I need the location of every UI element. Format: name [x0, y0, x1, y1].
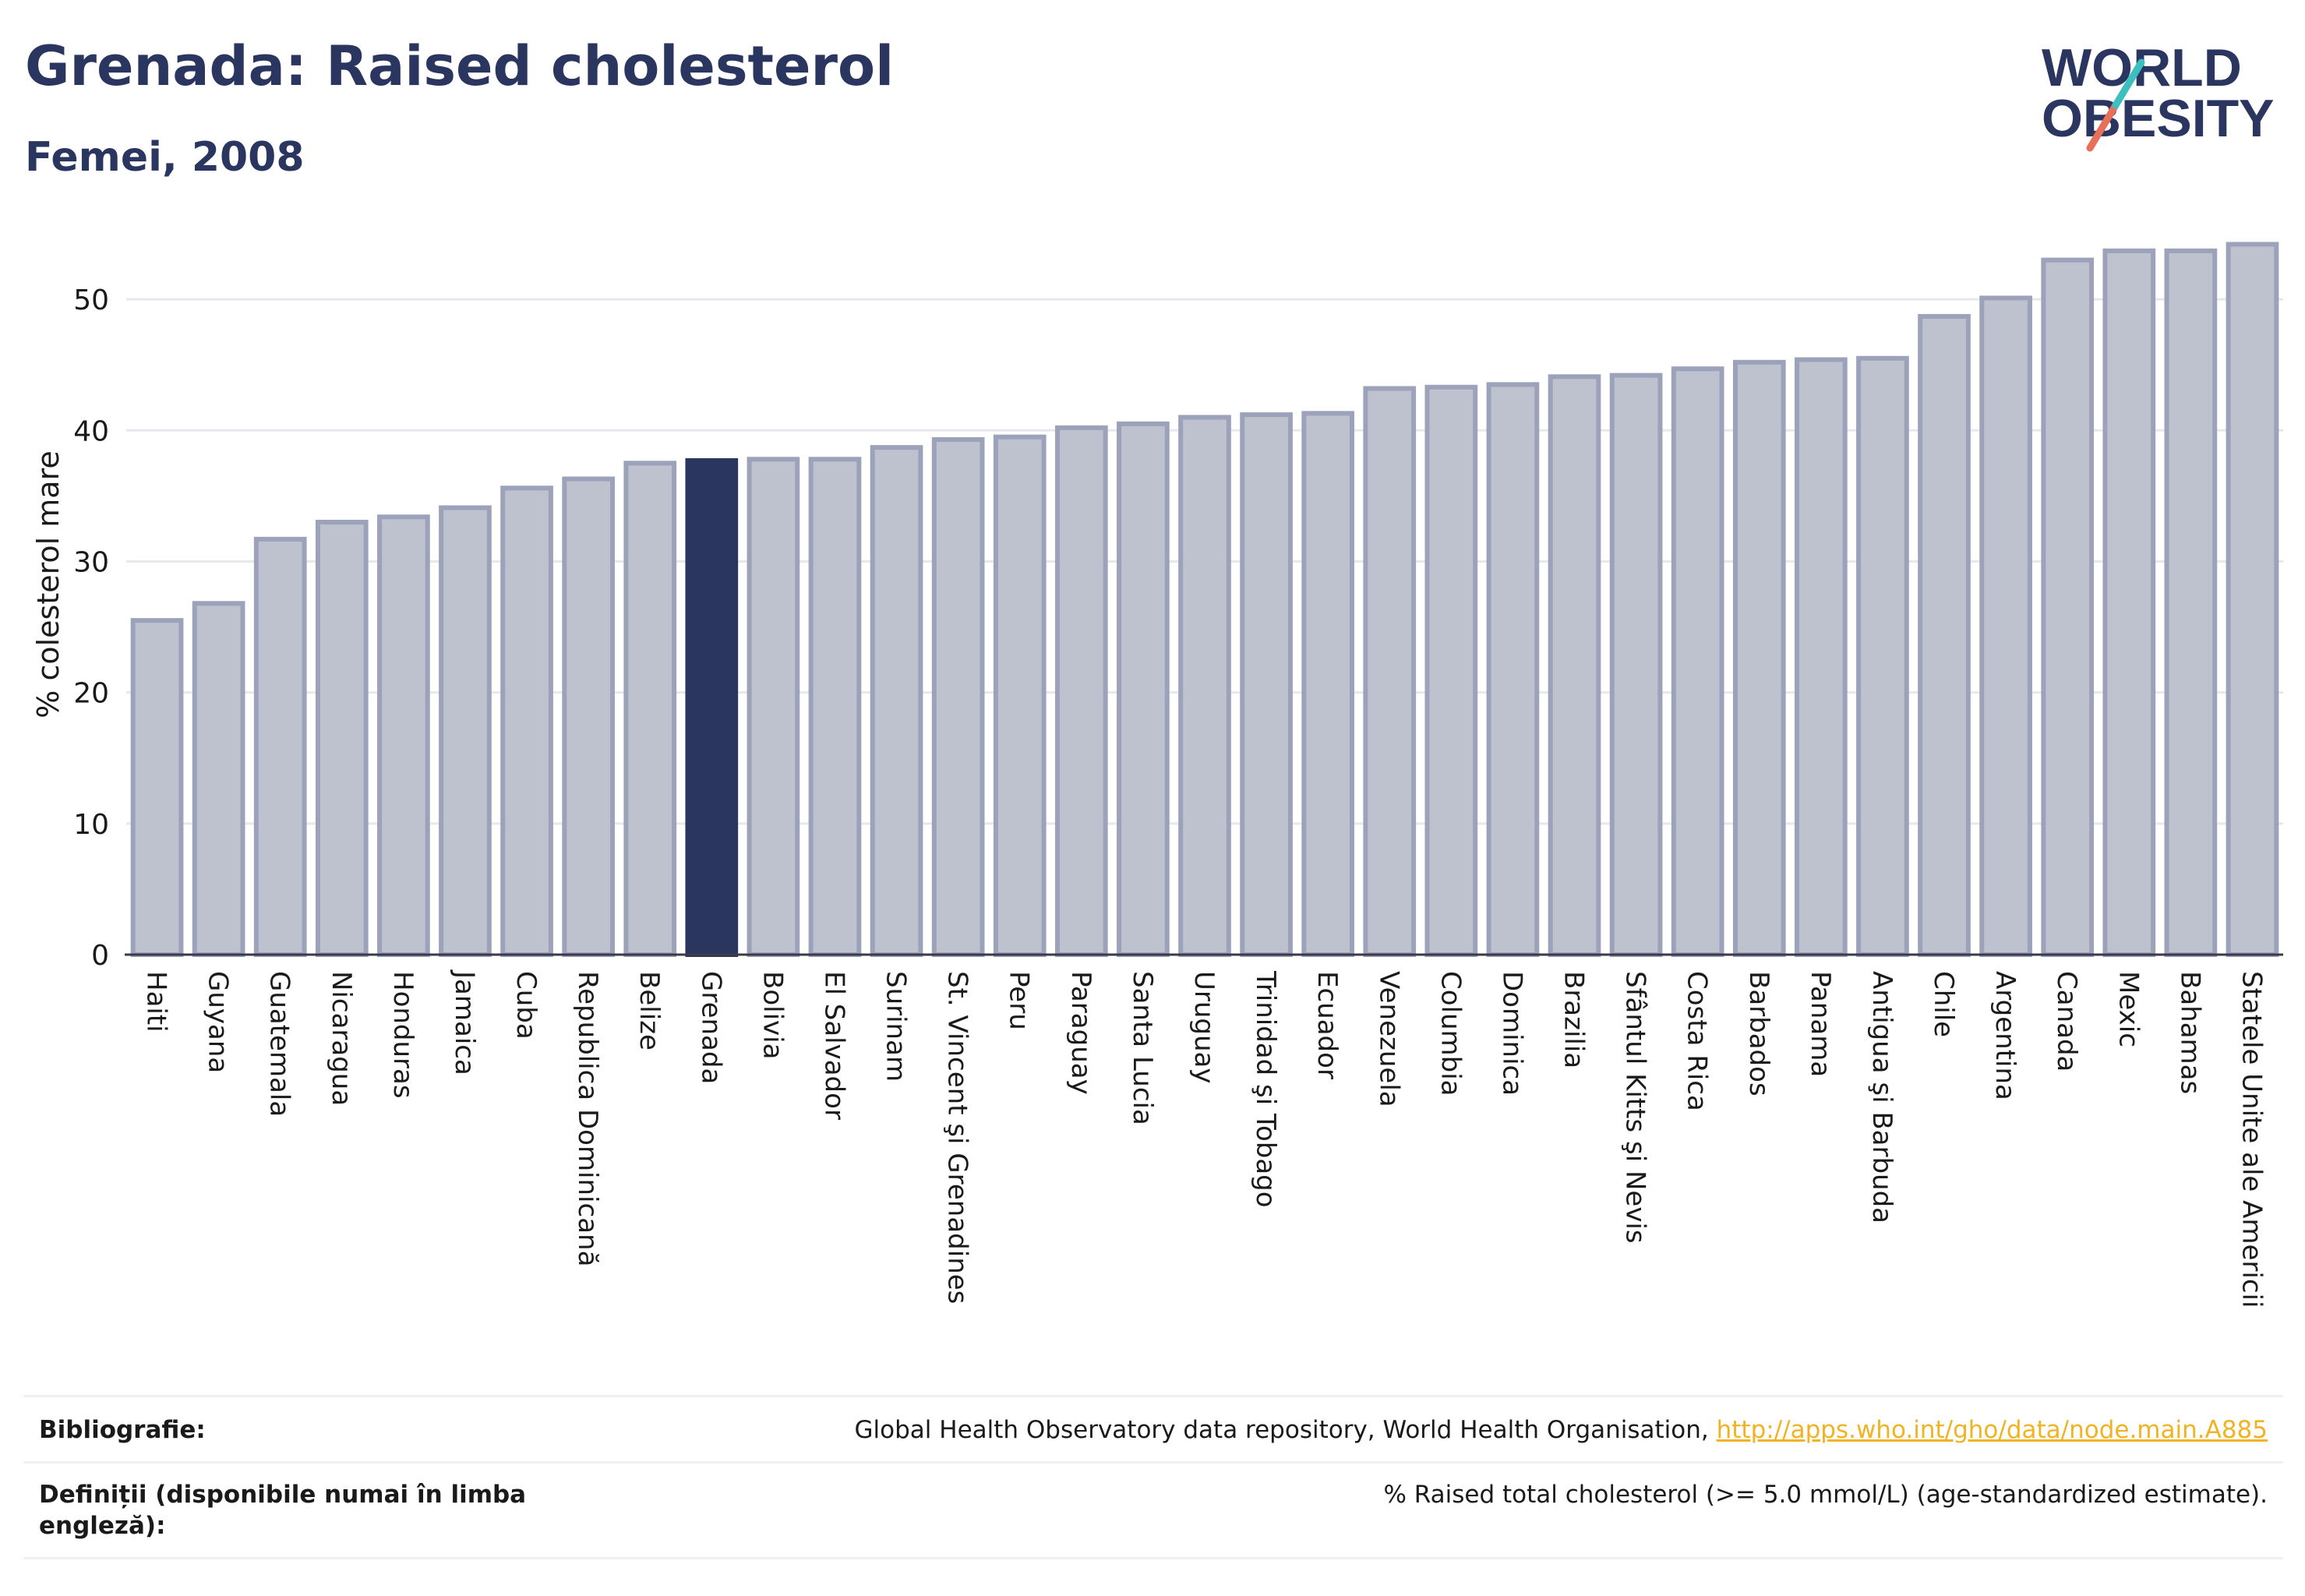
- bar: [1609, 373, 1663, 957]
- bibliography-value: Global Health Observatory data repositor…: [855, 1414, 2268, 1446]
- definitions-label-line1: Definiții (disponibile numai în limba: [39, 1481, 527, 1509]
- x-tick-label: Belize: [634, 971, 665, 1050]
- x-tick-label: Cuba: [510, 971, 542, 1040]
- bar: [2164, 248, 2218, 957]
- bar: [623, 461, 677, 957]
- bar: [562, 476, 615, 957]
- chart-title: Grenada: Raised cholesterol: [25, 34, 895, 98]
- y-tick-label: 20: [73, 678, 109, 710]
- bar: [808, 457, 862, 957]
- x-tick-label: Venezuela: [1373, 971, 1404, 1107]
- x-tick-label: Argentina: [1989, 971, 2021, 1100]
- bar: [870, 445, 923, 957]
- x-tick-label: El Salvador: [818, 971, 849, 1120]
- x-tick-label: Panama: [1805, 971, 1836, 1077]
- bar-chart: 0 10 20 30 40 50 Haiti Guyana Guatemala Nicaragu…: [31, 242, 2283, 1308]
- definitions-label: Definiții (disponibile numai în limba en…: [39, 1479, 526, 1541]
- x-tick-label: Republica Dominicană: [572, 971, 603, 1266]
- footer: Bibliografie: Global Health Observatory …: [23, 1395, 2283, 1559]
- x-tick-label: Barbados: [1743, 971, 1774, 1096]
- bar: [253, 536, 307, 957]
- x-tick-label: Grenada: [695, 971, 726, 1084]
- bibliography-row: Bibliografie: Global Health Observatory …: [23, 1395, 2283, 1461]
- x-tick-label: Dominica: [1496, 971, 1527, 1096]
- x-tick-label: Jamaica: [449, 969, 480, 1075]
- bar: [1054, 425, 1108, 957]
- bibliography-text: Global Health Observatory data repositor…: [854, 1416, 1709, 1444]
- x-tick-label: Nicaragua: [326, 971, 357, 1106]
- bar: [1548, 374, 1601, 957]
- x-tick-label: Santa Lucia: [1127, 971, 1158, 1125]
- x-tick-label: Guatemala: [264, 971, 295, 1117]
- x-tick-labels: Haiti Guyana Guatemala Nicaragua Honduras Jam…: [141, 969, 2268, 1308]
- bibliography-link[interactable]: http://apps.who.int/gho/data/node.main.A…: [1716, 1416, 2268, 1444]
- bar: [439, 505, 492, 957]
- bar: [1795, 357, 1848, 958]
- bars: [130, 242, 2279, 958]
- y-tick-label: 0: [91, 940, 109, 972]
- bar: [1301, 411, 1355, 957]
- y-tick-labels: 0 10 20 30 40 50: [73, 284, 109, 972]
- x-tick-label: Surinam: [881, 971, 912, 1082]
- y-tick-label: 10: [73, 809, 109, 841]
- definitions-row: Definiții (disponibile numai în limba en…: [23, 1461, 2283, 1559]
- x-tick-label: Peru: [1004, 971, 1035, 1030]
- y-tick-label: 40: [73, 415, 109, 447]
- x-tick-label: Sfântul Kitts şi Nevis: [1620, 971, 1651, 1244]
- bar: [2226, 242, 2279, 958]
- bar: [1178, 415, 1231, 957]
- y-tick-label: 50: [73, 284, 109, 316]
- x-tick-label: Paraguay: [1065, 971, 1096, 1095]
- x-tick-label: Costa Rica: [1682, 971, 1713, 1111]
- logo-line2: OBESITY: [2042, 89, 2275, 148]
- definitions-label-line2: engleză):: [39, 1512, 166, 1540]
- y-axis-label: % colesterol mare: [31, 450, 65, 718]
- x-tick-label: Brazilia: [1558, 971, 1590, 1068]
- world-obesity-logo: WORLD OBESITY: [2042, 38, 2275, 152]
- bar: [747, 457, 800, 957]
- x-tick-label: Statele Unite ale Americii: [2236, 971, 2267, 1308]
- x-tick-label: St. Vincent şi Grenadines: [942, 971, 973, 1304]
- x-tick-label: Haiti: [141, 971, 172, 1033]
- bar: [2041, 257, 2095, 957]
- bar-highlighted: [685, 457, 739, 957]
- logo-slash-top: [2112, 58, 2145, 109]
- bar: [1424, 384, 1478, 958]
- x-tick-label: Bahamas: [2174, 971, 2205, 1094]
- x-tick-label: Mexic: [2113, 971, 2144, 1047]
- bar: [1240, 412, 1293, 957]
- y-tick-label: 30: [73, 546, 109, 578]
- bar: [315, 520, 369, 957]
- x-tick-label: Uruguay: [1188, 971, 1220, 1084]
- x-tick-label: Trinidad şi Tobago: [1250, 970, 1281, 1208]
- x-tick-label: Bolivia: [757, 971, 788, 1059]
- x-tick-label: Guyana: [203, 971, 234, 1073]
- bar: [377, 514, 430, 957]
- chart-subtitle: Femei, 2008: [25, 134, 305, 181]
- bar: [1856, 355, 1909, 958]
- logo-slash-bottom: [2086, 101, 2120, 152]
- x-tick-label: Canada: [2051, 971, 2082, 1072]
- bar: [1117, 421, 1170, 957]
- x-tick-label: Columbia: [1435, 971, 1466, 1096]
- bar: [500, 486, 553, 957]
- bar: [1979, 295, 2032, 957]
- bar: [130, 618, 184, 957]
- bar: [1671, 366, 1724, 957]
- bar: [1732, 359, 1786, 957]
- bar: [931, 437, 985, 957]
- bibliography-label: Bibliografie:: [39, 1416, 206, 1444]
- bar: [2102, 248, 2156, 957]
- x-tick-label: Ecuador: [1311, 971, 1343, 1079]
- bar: [1918, 313, 1971, 958]
- bar: [192, 601, 245, 957]
- x-tick-label: Honduras: [387, 971, 418, 1099]
- bar: [1486, 382, 1540, 957]
- bar: [1363, 386, 1417, 958]
- x-tick-label: Antigua şi Barbuda: [1866, 971, 1897, 1223]
- bar: [993, 434, 1047, 957]
- x-tick-label: Chile: [1928, 971, 1959, 1037]
- definitions-value: % Raised total cholesterol (>= 5.0 mmol/…: [1383, 1481, 2268, 1509]
